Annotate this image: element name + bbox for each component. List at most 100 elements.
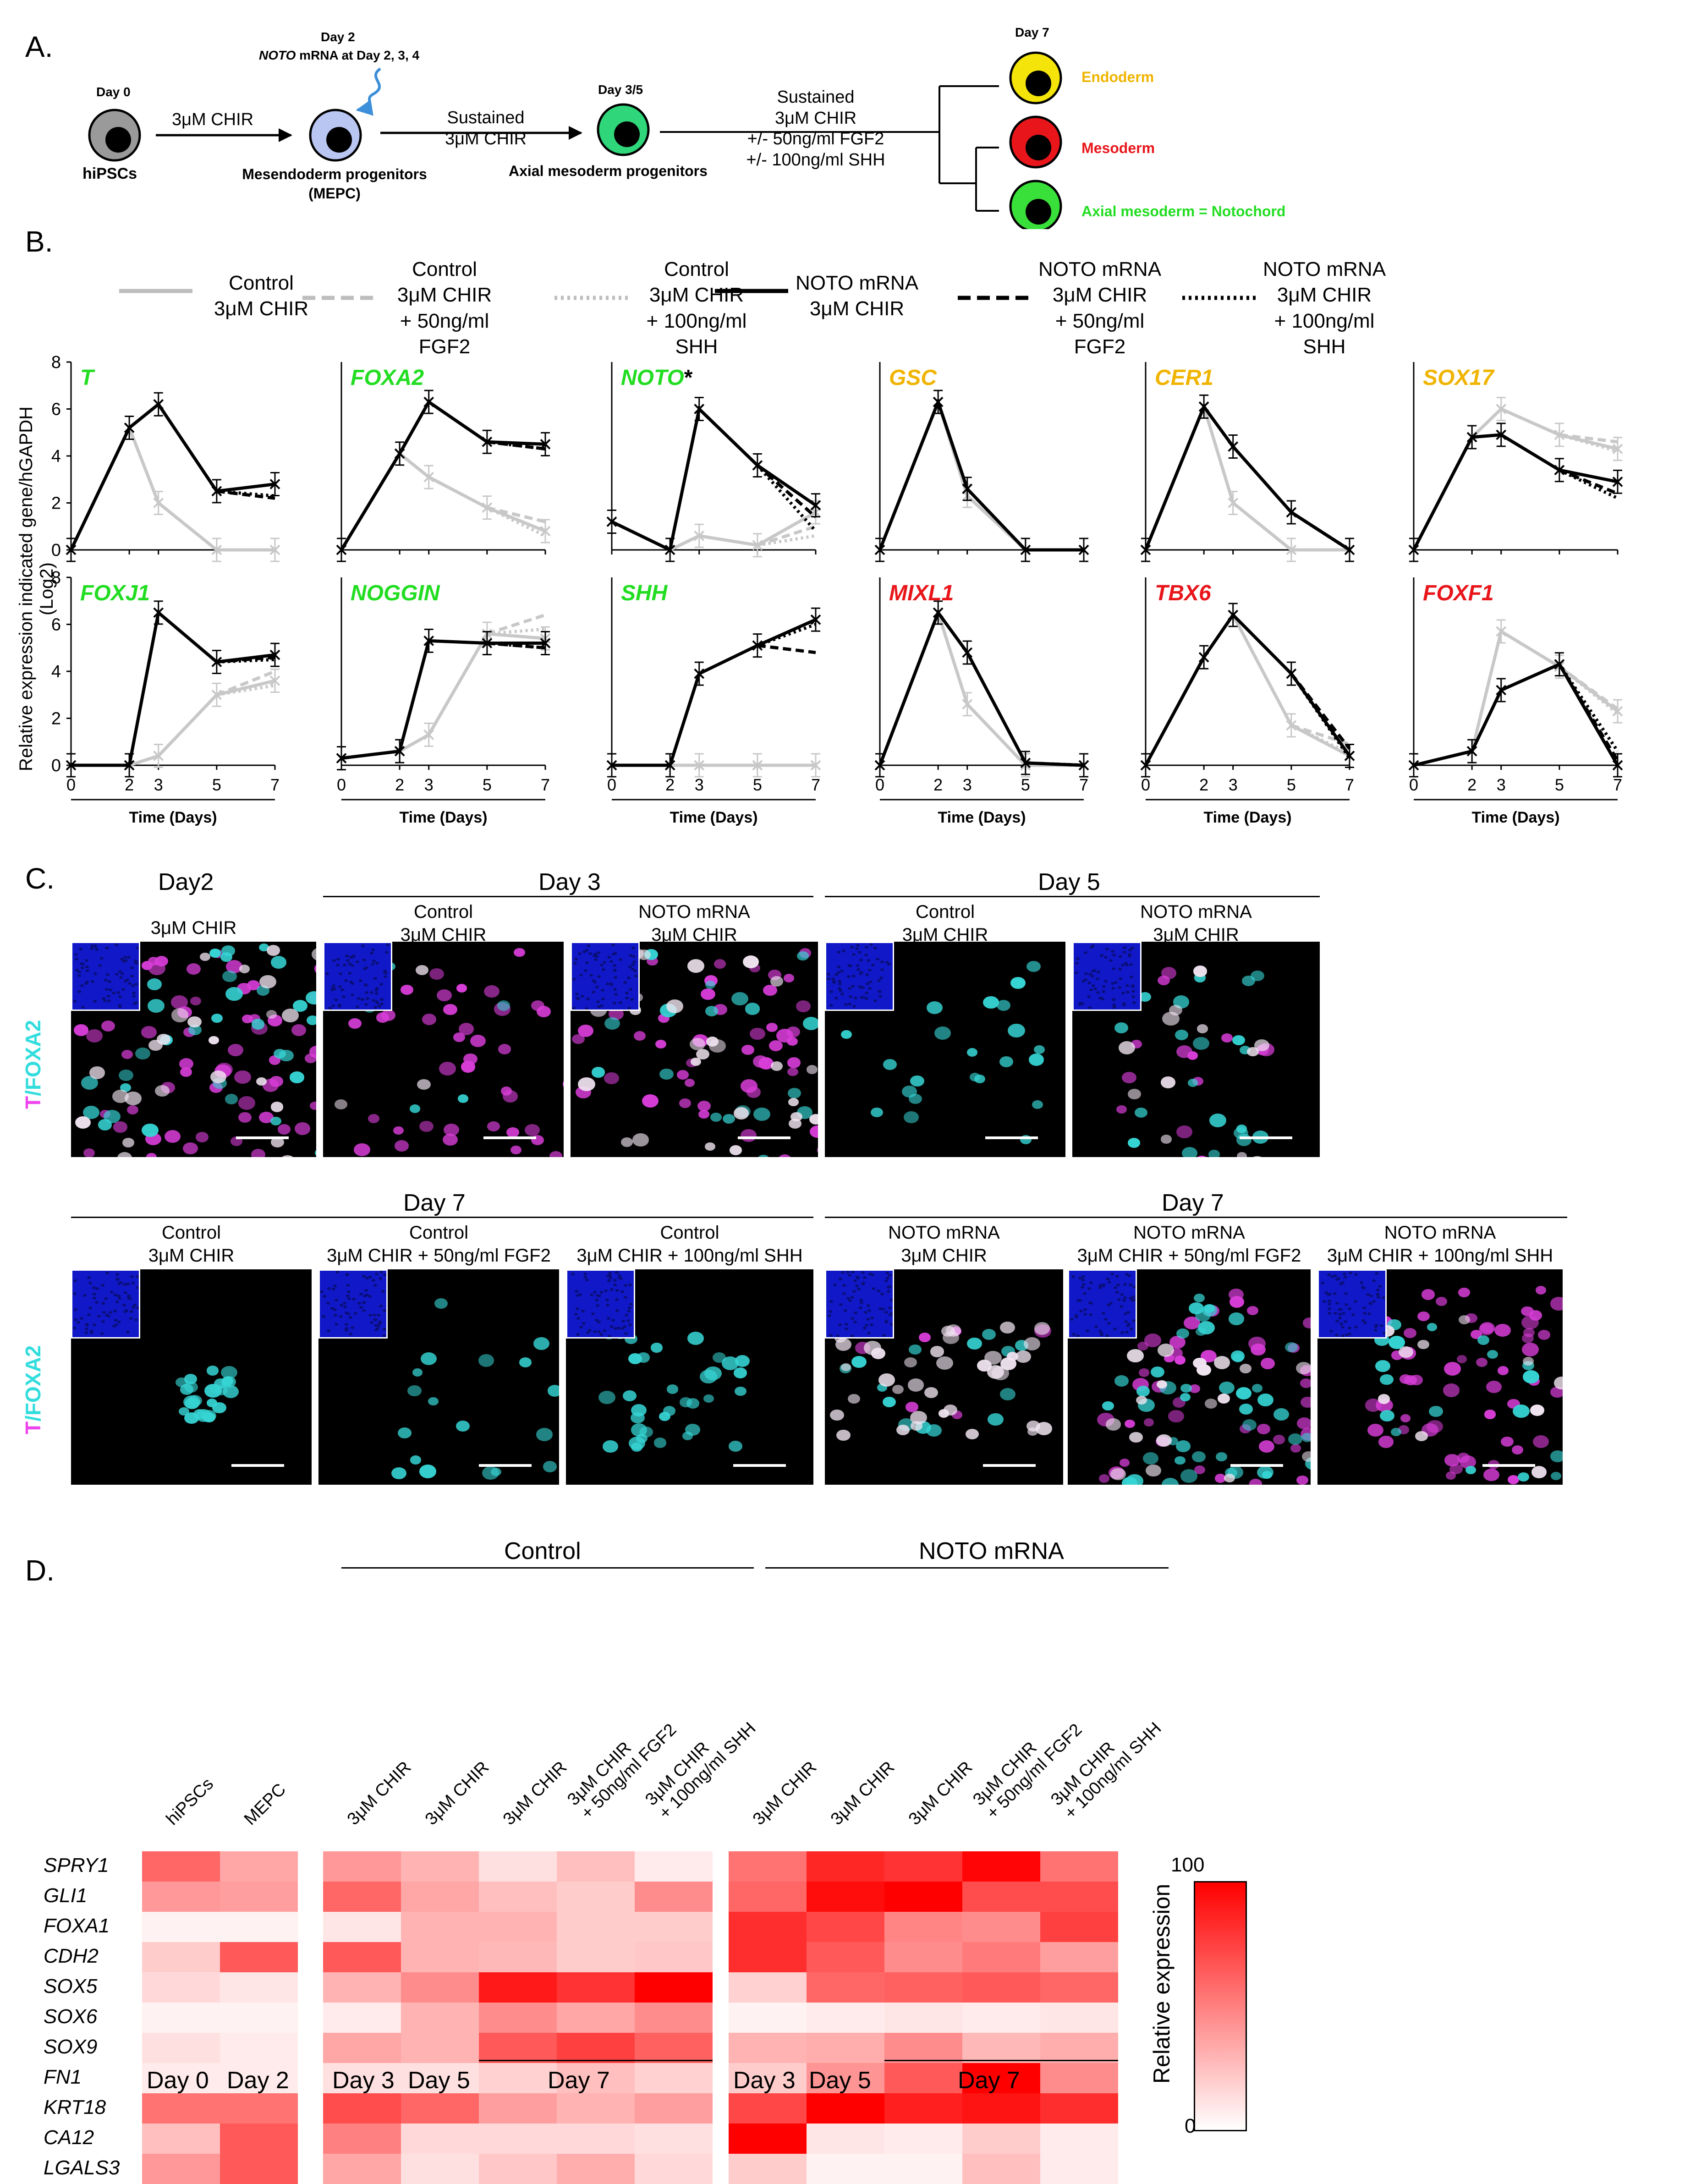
nucleus bbox=[1429, 1405, 1444, 1417]
dapi-nucleus bbox=[606, 1274, 610, 1278]
dapi-nucleus bbox=[123, 1291, 127, 1294]
nucleus bbox=[1157, 1344, 1174, 1357]
legend-entry-line: 3μM CHIR bbox=[809, 297, 905, 320]
heatmap-cell bbox=[220, 2033, 298, 2063]
series-noto bbox=[878, 609, 1084, 767]
dapi-nucleus bbox=[123, 1310, 127, 1313]
dapi-nucleus bbox=[118, 1005, 122, 1008]
nucleus bbox=[1127, 1137, 1140, 1148]
dapi-nucleus bbox=[1376, 1293, 1380, 1296]
series-noto-fgf2 bbox=[1290, 511, 1350, 551]
nucleus bbox=[1182, 1147, 1197, 1157]
image-condition-line: 3μM CHIR + 50ng/ml FGF2 bbox=[1077, 1246, 1301, 1266]
data-point bbox=[153, 600, 164, 625]
nucleus bbox=[200, 952, 211, 961]
timepoint-label: Day 5 bbox=[809, 2067, 871, 2094]
nucleus bbox=[1143, 1418, 1154, 1427]
x-tick-label: 0 bbox=[1141, 775, 1150, 794]
nucleus bbox=[127, 1105, 139, 1115]
nucleus bbox=[1436, 1296, 1448, 1306]
dapi-nucleus bbox=[1131, 990, 1135, 993]
heatmap-cell bbox=[220, 2003, 298, 2033]
dapi-nucleus bbox=[837, 971, 841, 974]
image-condition-line: NOTO mRNA bbox=[638, 902, 750, 922]
nucleus bbox=[746, 1086, 761, 1098]
nucleus bbox=[397, 1427, 412, 1438]
gene-chart-gsc: GSC bbox=[874, 362, 1089, 562]
nucleus bbox=[1187, 1078, 1198, 1087]
dapi-nucleus bbox=[613, 969, 617, 972]
nucleus bbox=[1010, 977, 1026, 989]
nucleus bbox=[1497, 1366, 1509, 1375]
series-noto bbox=[340, 400, 546, 551]
nucleus bbox=[266, 1010, 277, 1019]
heatmap-cell bbox=[884, 1882, 962, 1912]
heatmap-cell bbox=[729, 1912, 807, 1942]
dapi-nucleus bbox=[81, 1006, 85, 1009]
dapi-nucleus bbox=[105, 1272, 110, 1275]
dapi-nucleus bbox=[597, 1320, 601, 1323]
nucleus bbox=[1000, 1357, 1016, 1370]
dapi-nucleus bbox=[630, 998, 634, 1001]
nucleus bbox=[1138, 1368, 1149, 1377]
dapi-nucleus bbox=[880, 960, 884, 964]
dapi-nucleus bbox=[74, 953, 78, 956]
dapi-nucleus bbox=[74, 1308, 78, 1311]
dapi-nucleus bbox=[132, 991, 136, 994]
dapi-nucleus bbox=[1327, 1299, 1331, 1302]
nucleus bbox=[906, 1402, 919, 1412]
nucleus bbox=[864, 1341, 882, 1355]
day2-label: Day 2 bbox=[321, 30, 355, 44]
dapi-nucleus bbox=[339, 1304, 343, 1307]
nucleus bbox=[1427, 1322, 1437, 1331]
heatmap-cell bbox=[142, 2033, 220, 2063]
timepoint-label: Day 7 bbox=[958, 2067, 1020, 2094]
day7-bracket bbox=[479, 2060, 713, 2061]
nucleus bbox=[904, 1357, 917, 1368]
heatmap-cell bbox=[323, 2003, 401, 2033]
dapi-nucleus bbox=[1369, 1294, 1373, 1297]
nucleus bbox=[789, 1118, 801, 1129]
dapi-nucleus bbox=[1335, 1278, 1339, 1281]
heatmap-cell bbox=[635, 1851, 713, 1882]
fluorescence-image bbox=[566, 1269, 813, 1485]
nucleus bbox=[1479, 1323, 1494, 1336]
nucleus bbox=[1144, 1333, 1162, 1347]
nucleus bbox=[311, 947, 316, 961]
nucleus bbox=[536, 1428, 553, 1441]
heatmap-cell bbox=[962, 2063, 1040, 2093]
x-tick-label: 5 bbox=[1287, 775, 1296, 794]
dapi-nucleus bbox=[344, 1323, 348, 1326]
heatmap-cell bbox=[635, 1882, 713, 1912]
nucleus bbox=[1204, 1304, 1215, 1313]
nucleus bbox=[787, 1067, 798, 1076]
dapi-nucleus bbox=[1083, 1308, 1087, 1311]
dapi-nucleus bbox=[382, 1309, 386, 1312]
dapi-nucleus bbox=[1327, 1293, 1331, 1296]
nucleus bbox=[483, 985, 500, 998]
dapi-nucleus bbox=[1123, 1283, 1127, 1286]
dapi-nucleus bbox=[856, 1277, 860, 1280]
y-tick-label: 0 bbox=[51, 541, 61, 560]
dapi-nucleus bbox=[1076, 1299, 1081, 1302]
dapi-nucleus bbox=[853, 1321, 857, 1324]
nucleus bbox=[1176, 1125, 1192, 1139]
dapi-nucleus bbox=[364, 1003, 368, 1006]
dapi-nucleus bbox=[346, 1284, 350, 1287]
dapi-nucleus bbox=[613, 1327, 617, 1330]
dapi-nucleus bbox=[1125, 964, 1129, 967]
dapi-nucleus bbox=[1340, 1281, 1345, 1284]
data-point bbox=[810, 607, 821, 632]
dapi-nucleus bbox=[1374, 1325, 1378, 1328]
nucleus bbox=[1240, 1363, 1252, 1373]
dapi-nucleus bbox=[582, 1322, 586, 1325]
dapi-nucleus bbox=[888, 1273, 892, 1277]
nucleus bbox=[147, 999, 165, 1013]
dapi-nucleus bbox=[858, 1306, 862, 1309]
dapi-nucleus bbox=[373, 1284, 377, 1287]
dapi-nucleus bbox=[1091, 984, 1095, 987]
dapi-nucleus bbox=[342, 963, 346, 966]
nucleus bbox=[1553, 1376, 1563, 1389]
group-title-day5: Day 5 bbox=[1038, 869, 1100, 895]
dapi-nucleus bbox=[1345, 1333, 1349, 1336]
